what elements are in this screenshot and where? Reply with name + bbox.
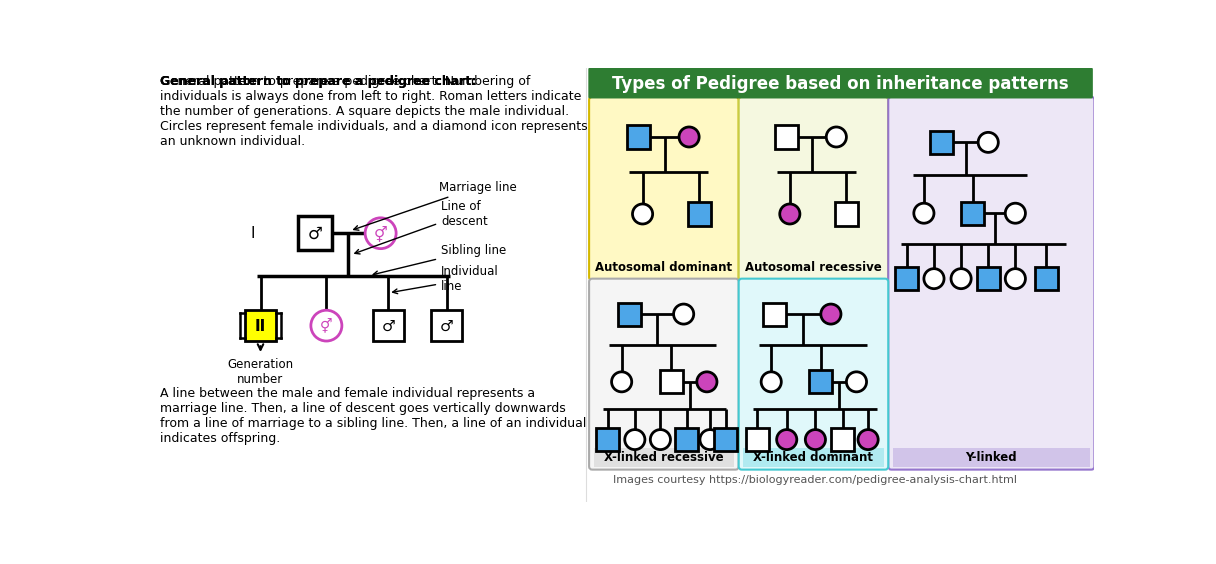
Bar: [762, 302, 786, 325]
Text: Line of
descent: Line of descent: [355, 200, 488, 254]
Ellipse shape: [761, 372, 782, 392]
Text: X-linked dominant: X-linked dominant: [754, 451, 873, 464]
Bar: [745, 428, 769, 451]
Text: A line between the male and female individual represents a
marriage line. Then, : A line between the male and female indiv…: [159, 387, 586, 445]
Bar: [809, 371, 833, 394]
Text: X-linked recessive: X-linked recessive: [604, 451, 724, 464]
Text: General pattern to prepare a pedigree chart:: General pattern to prepare a pedigree ch…: [159, 76, 475, 89]
Ellipse shape: [777, 430, 796, 450]
Text: ⚥: ⚥: [320, 319, 333, 334]
Ellipse shape: [821, 304, 841, 324]
Text: Y-linked: Y-linked: [966, 451, 1017, 464]
Ellipse shape: [1006, 203, 1025, 223]
Ellipse shape: [978, 133, 998, 152]
Bar: [627, 125, 651, 148]
Ellipse shape: [679, 127, 699, 147]
FancyBboxPatch shape: [589, 68, 1093, 99]
Ellipse shape: [914, 203, 934, 223]
Ellipse shape: [858, 430, 878, 450]
Bar: [714, 428, 737, 451]
Text: General pattern to prepare a pedigree chart: Numbering of
individuals is always : General pattern to prepare a pedigree ch…: [159, 76, 587, 148]
Ellipse shape: [924, 268, 944, 289]
Bar: [593, 259, 734, 277]
Ellipse shape: [674, 304, 693, 324]
Text: Individual
line: Individual line: [393, 265, 499, 294]
FancyBboxPatch shape: [738, 279, 888, 470]
Text: ♂: ♂: [382, 319, 395, 334]
Ellipse shape: [1006, 268, 1025, 289]
Ellipse shape: [700, 430, 720, 450]
Ellipse shape: [779, 204, 800, 224]
Text: Images courtesy https://biologyreader.com/pedigree-analysis-chart.html: Images courtesy https://biologyreader.co…: [613, 475, 1017, 484]
Bar: [687, 202, 711, 226]
FancyBboxPatch shape: [888, 97, 1094, 470]
Text: Types of Pedigree based on inheritance patterns: Types of Pedigree based on inheritance p…: [613, 75, 1069, 93]
Bar: [659, 371, 683, 394]
FancyBboxPatch shape: [589, 97, 738, 280]
FancyBboxPatch shape: [589, 279, 738, 470]
Bar: [831, 428, 854, 451]
Bar: [834, 202, 858, 226]
Text: ⚥: ⚥: [373, 226, 388, 242]
Text: General pattern to prepare a pedigree chart:: General pattern to prepare a pedigree ch…: [159, 76, 475, 89]
FancyBboxPatch shape: [738, 97, 888, 280]
Ellipse shape: [612, 372, 632, 392]
Ellipse shape: [805, 430, 826, 450]
Bar: [298, 216, 332, 250]
Text: I: I: [250, 226, 255, 241]
Text: Autosomal recessive: Autosomal recessive: [745, 261, 882, 274]
Bar: [895, 267, 918, 290]
Bar: [373, 310, 404, 341]
Ellipse shape: [311, 310, 342, 341]
Text: Generation
number: Generation number: [227, 358, 293, 386]
Bar: [596, 428, 619, 451]
Ellipse shape: [651, 430, 670, 450]
Bar: [430, 310, 462, 341]
Bar: [893, 448, 1090, 466]
Text: ♂: ♂: [308, 225, 322, 243]
Bar: [244, 310, 276, 341]
Ellipse shape: [632, 204, 653, 224]
Bar: [775, 125, 799, 148]
Bar: [743, 448, 884, 466]
Bar: [930, 131, 953, 154]
Bar: [593, 448, 734, 466]
Bar: [618, 302, 641, 325]
Ellipse shape: [951, 268, 972, 289]
Bar: [961, 202, 984, 225]
Bar: [743, 259, 884, 277]
Text: Marriage line: Marriage line: [354, 180, 517, 230]
Ellipse shape: [697, 372, 717, 392]
Ellipse shape: [846, 372, 867, 392]
Ellipse shape: [365, 218, 396, 249]
Bar: [1035, 267, 1058, 290]
Bar: [976, 267, 1000, 290]
Ellipse shape: [826, 127, 846, 147]
Bar: [675, 428, 698, 451]
Text: ♂: ♂: [440, 319, 454, 334]
Text: II: II: [255, 319, 266, 334]
Text: Autosomal dominant: Autosomal dominant: [596, 261, 732, 274]
Text: Sibling line: Sibling line: [373, 244, 506, 276]
Ellipse shape: [625, 430, 644, 450]
